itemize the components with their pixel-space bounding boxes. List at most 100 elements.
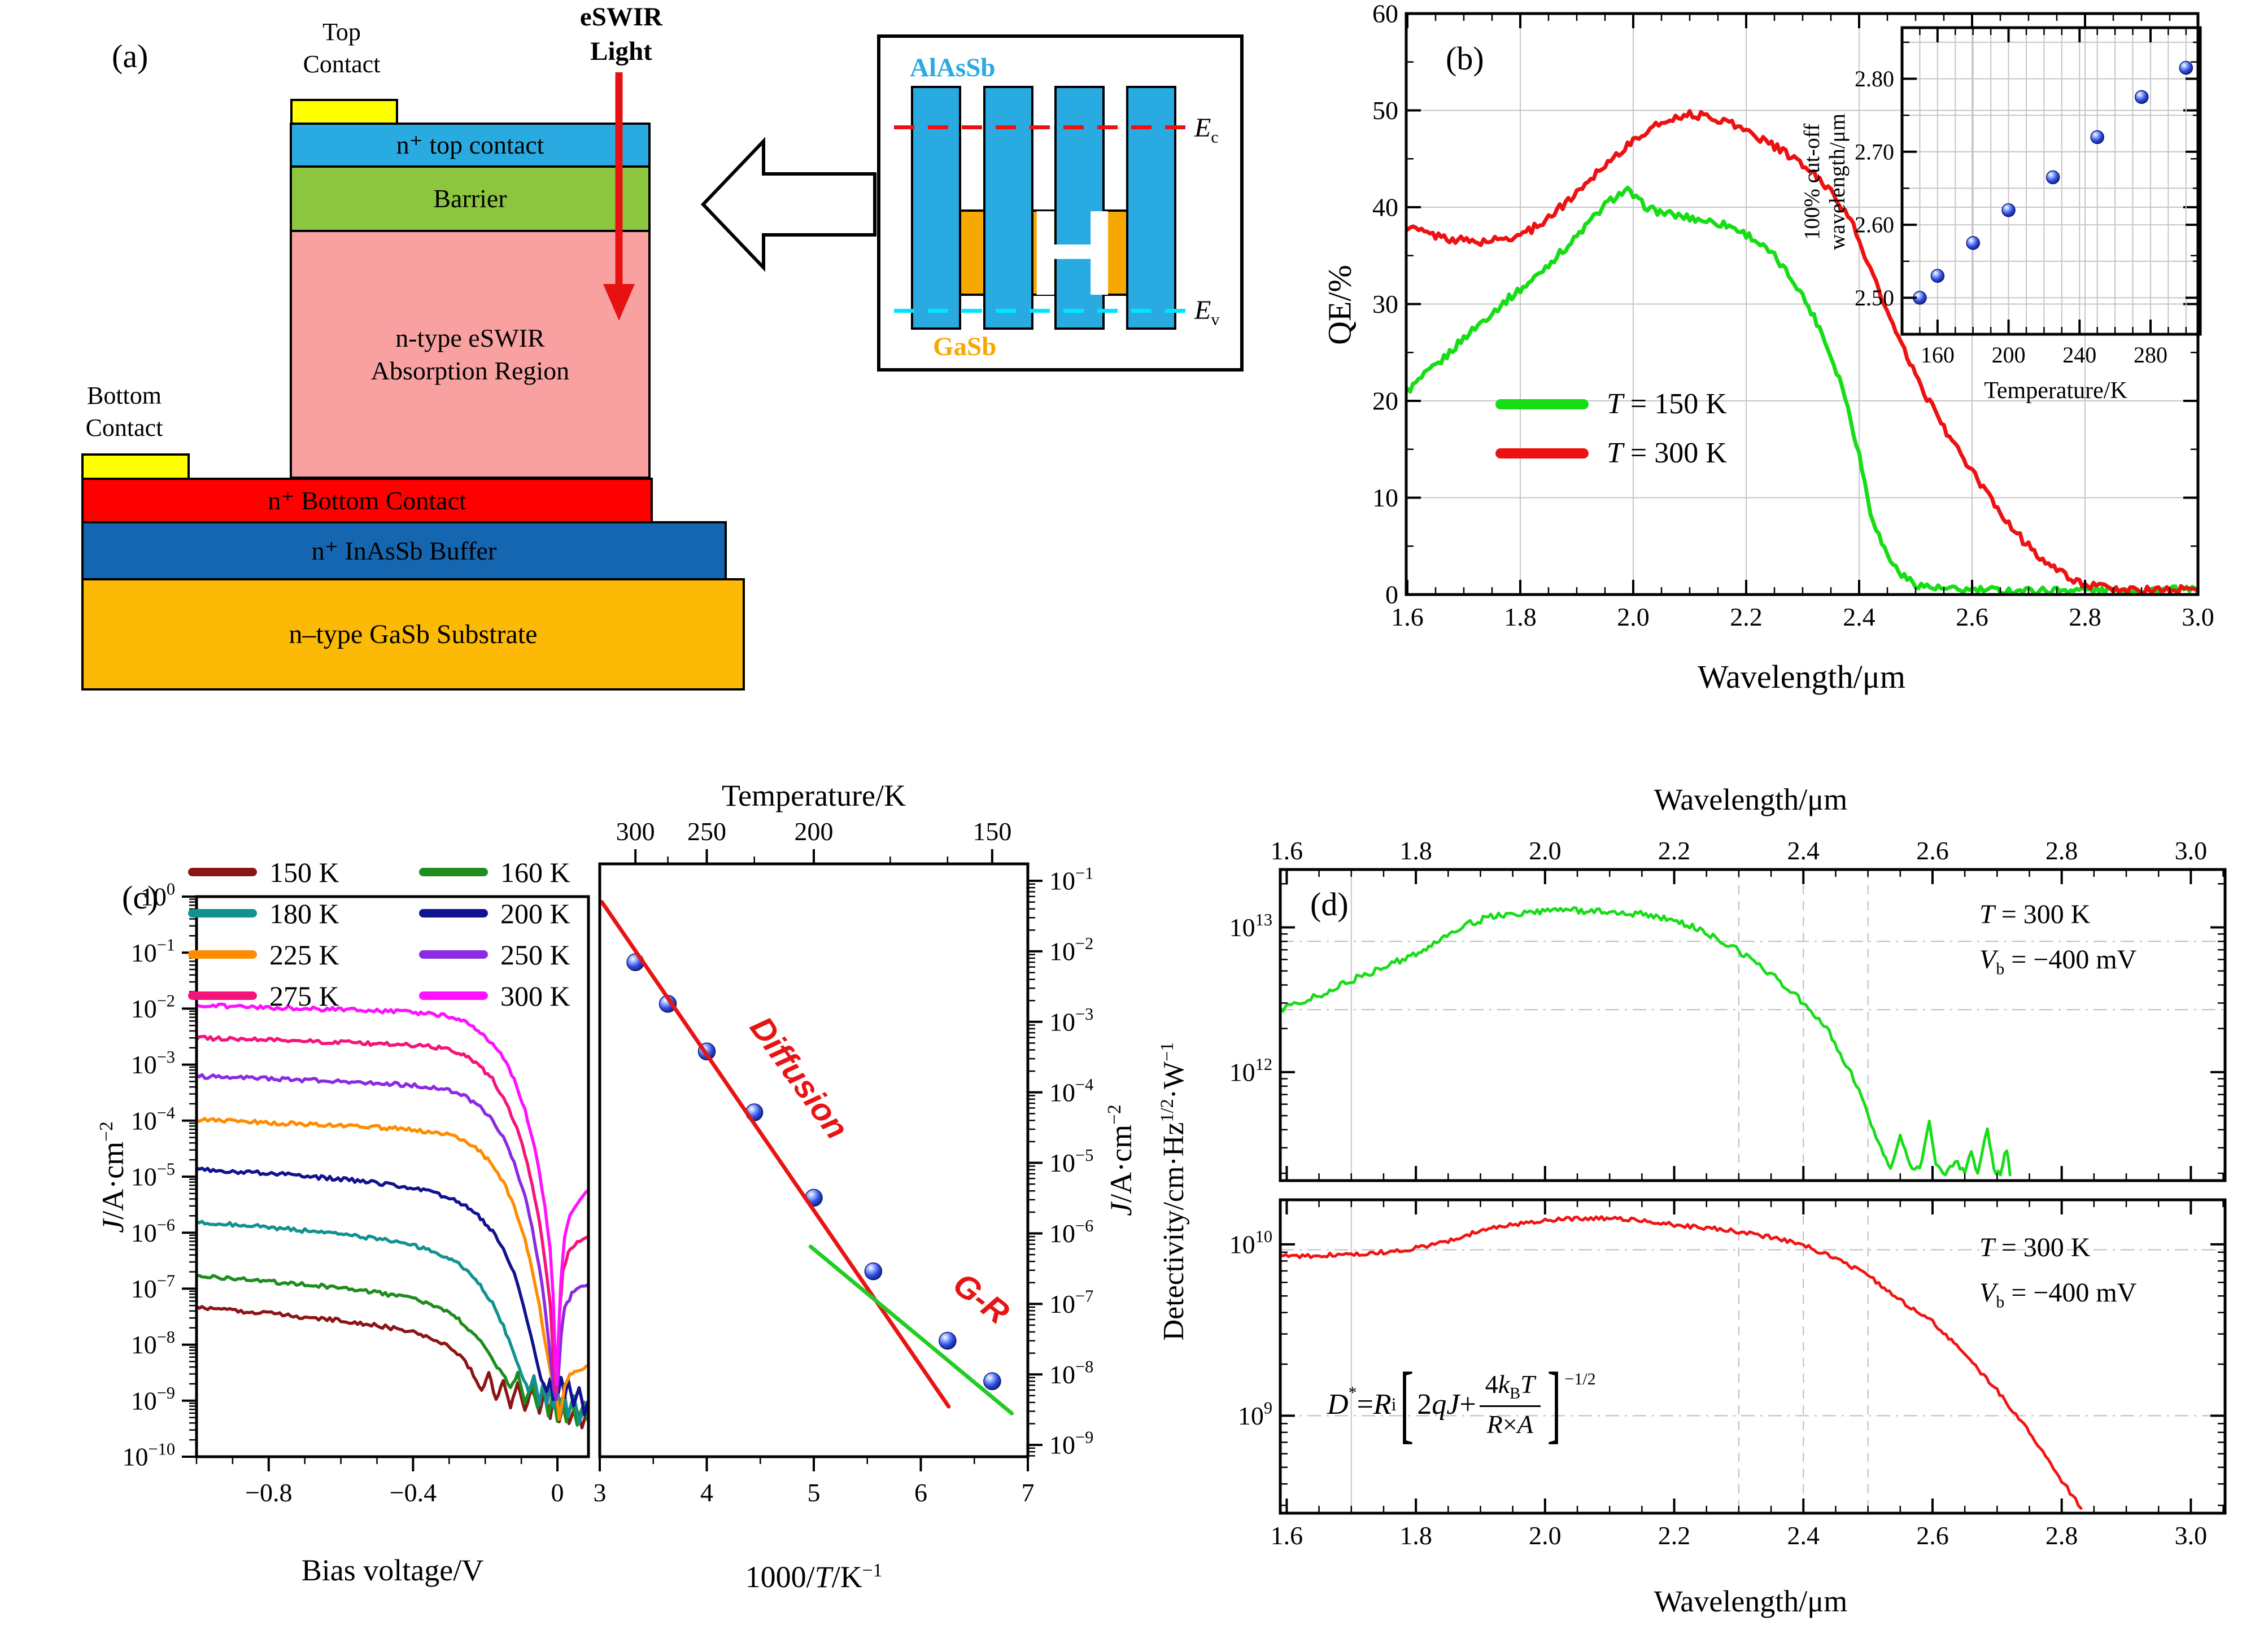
svg-text:6: 6	[914, 1478, 927, 1507]
inset-pointer-arrow	[700, 137, 876, 272]
c-x-axis-title-right: 1000/T/K−1	[745, 1560, 883, 1594]
svg-text:10−6: 10−6	[131, 1216, 175, 1247]
svg-text:2.6: 2.6	[1916, 1521, 1949, 1550]
bottom-contact-caption-line2: Contact	[85, 414, 163, 442]
svg-text:3: 3	[594, 1478, 607, 1507]
panel-d-label: (d)	[1310, 886, 1349, 923]
b-inset-y-title-line2: wavelength/μm	[1825, 113, 1850, 250]
svg-text:1.8: 1.8	[1399, 836, 1432, 865]
layer-buffer-label: n⁺ InAsSb Buffer	[311, 536, 497, 565]
svg-text:2.0: 2.0	[1529, 836, 1562, 865]
svg-text:10−8: 10−8	[131, 1327, 175, 1359]
bottom-contact-caption: Bottom Contact	[62, 379, 186, 444]
svg-text:240: 240	[2062, 342, 2096, 368]
svg-text:3.0: 3.0	[2175, 836, 2208, 865]
alassb-label: AlAsSb	[910, 53, 996, 82]
svg-text:160: 160	[1921, 342, 1955, 368]
svg-text:200: 200	[795, 817, 834, 846]
c-legend: 150 K 160 K 180 K 200 K 225 K 250 K 275 …	[188, 851, 570, 1016]
svg-text:2.2: 2.2	[1730, 602, 1763, 631]
d-top-temp-annotation: T = 300 K	[1979, 899, 2091, 929]
ec-level-line	[894, 125, 1188, 129]
ev-label-sub: v	[1211, 310, 1220, 329]
svg-text:5: 5	[808, 1478, 821, 1507]
panel-a-arrows	[603, 72, 876, 321]
svg-text:2.4: 2.4	[1787, 836, 1820, 865]
b-legend-row-300k: T = 300 K	[1495, 429, 1727, 478]
svg-text:2.70: 2.70	[1855, 139, 1894, 164]
chart-c_arr: Diffusion G-R 10−1 10−2 10−3 10−4 10−5 10−6 10−7…	[594, 817, 1094, 1507]
svg-text:150: 150	[972, 817, 1011, 846]
c-legend-label-300k: 300 K	[500, 980, 570, 1012]
b-inset-y-title-line1: 100% cut-off	[1800, 123, 1825, 241]
c-y-axis-title-right: J/A·cm−2	[1104, 1104, 1138, 1216]
b-inset-x-axis-title: Temperature/K	[1984, 378, 2127, 404]
b-inset-y-axis-title: 100% cut-off wavelength/μm	[1800, 113, 1851, 250]
svg-text:20: 20	[1372, 387, 1398, 416]
gasb-label: GaSb	[933, 332, 997, 361]
c-legend-swatch-275k	[188, 991, 257, 1000]
c-legend-swatch-300k	[419, 991, 488, 1000]
svg-text:10−6: 10−6	[1049, 1216, 1093, 1248]
panel-b-label: (b)	[1446, 40, 1484, 77]
svg-text:280: 280	[2134, 342, 2167, 368]
layer-buffer: n⁺ InAsSb Buffer	[81, 521, 727, 580]
c-legend-swatch-225k	[188, 950, 257, 959]
c-legend-row: 180 K 200 K	[188, 893, 570, 934]
bottom-contact-caption-line1: Bottom	[86, 382, 162, 409]
svg-text:109: 109	[1238, 1399, 1272, 1430]
c-legend-label-150k: 150 K	[269, 856, 339, 888]
svg-text:10−10: 10−10	[123, 1439, 175, 1471]
top-contact-caption-line1: Top	[322, 18, 361, 46]
svg-text:1010: 1010	[1229, 1227, 1272, 1259]
svg-text:10−3: 10−3	[131, 1047, 175, 1079]
chart-d_top: 1013 1012 1.6 1.8 2.0 2.2 2.4 2.6 2.8 3.0	[1229, 836, 2227, 1182]
svg-text:0: 0	[551, 1478, 564, 1507]
h-symbol: H	[1028, 184, 1116, 321]
ev-level-line	[894, 309, 1188, 313]
svg-text:1.6: 1.6	[1391, 602, 1424, 631]
layer-absorber-line2: Absorption Region	[370, 356, 570, 385]
layer-absorber: n-type eSWIR Absorption Region	[290, 230, 651, 479]
d-top-axis-title: Wavelength/μm	[1654, 783, 1848, 816]
svg-text:10−5: 10−5	[1049, 1146, 1093, 1177]
c-legend-row: 275 K 300 K	[188, 975, 570, 1016]
svg-text:200: 200	[1992, 342, 2026, 368]
c-legend-label-225k: 225 K	[269, 938, 339, 971]
svg-text:10−5: 10−5	[131, 1159, 175, 1191]
c-top-axis-title: Temperature/K	[721, 779, 906, 812]
c-legend-swatch-180k	[188, 909, 257, 918]
svg-text:2.6: 2.6	[1956, 602, 1988, 631]
c-legend-label-200k: 200 K	[500, 897, 570, 929]
svg-text:10−2: 10−2	[1049, 934, 1093, 965]
svg-text:10−4: 10−4	[1049, 1075, 1093, 1107]
svg-text:40: 40	[1372, 193, 1398, 222]
layer-absorber-line1: n-type eSWIR	[395, 324, 545, 352]
d-bottom-temp-annotation: T = 300 K	[1979, 1233, 2091, 1262]
c-x-axis-title-left: Bias voltage/V	[301, 1553, 484, 1587]
c-legend-label-250k: 250 K	[500, 938, 570, 971]
svg-text:7: 7	[1022, 1478, 1035, 1507]
b-legend-label-300k: T = 300 K	[1607, 437, 1727, 469]
svg-text:Diffusion: Diffusion	[743, 1010, 856, 1146]
c-legend-label-160k: 160 K	[500, 856, 570, 888]
svg-text:2.0: 2.0	[1617, 602, 1650, 631]
eswir-light-line1: eSWIR	[579, 2, 663, 32]
superlattice-inset: AlAsSb Ec Ev H GaSb	[877, 34, 1244, 372]
svg-text:3.0: 3.0	[2175, 1521, 2208, 1550]
svg-text:10−1: 10−1	[131, 936, 175, 967]
svg-text:3.0: 3.0	[2182, 602, 2214, 631]
svg-text:60: 60	[1372, 0, 1398, 28]
svg-text:10−7: 10−7	[1049, 1287, 1093, 1318]
chart-d_bot: 1010 109 1.6 1.8 2.0 2.2 2.4 2.6 2.8 3.0	[1229, 1198, 2227, 1550]
svg-text:2.4: 2.4	[1843, 602, 1876, 631]
top-contact-caption-line2: Contact	[303, 50, 381, 78]
b-legend-row-150k: T = 150 K	[1495, 379, 1727, 429]
svg-text:50: 50	[1372, 96, 1398, 125]
b-legend-swatch-150k	[1495, 399, 1589, 409]
c-legend-swatch-250k	[419, 950, 488, 959]
svg-text:−0.4: −0.4	[390, 1478, 437, 1507]
formula-fraction: 4kBT R×A	[1479, 1369, 1541, 1439]
svg-text:300: 300	[616, 817, 655, 846]
